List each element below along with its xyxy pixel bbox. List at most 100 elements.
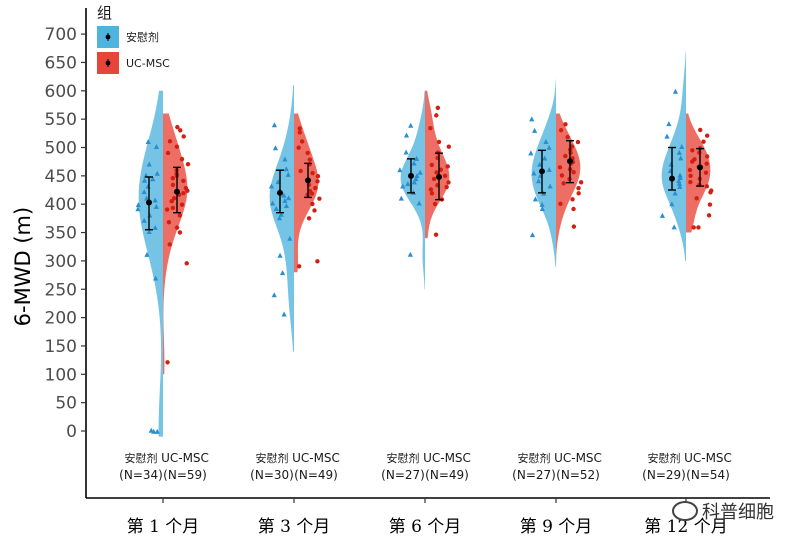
data-point-placebo — [676, 149, 682, 155]
data-point-placebo — [676, 178, 682, 184]
data-point-placebo — [546, 166, 552, 172]
data-point-ucmsc — [177, 230, 183, 235]
data-point-ucmsc — [575, 139, 581, 145]
mean-point — [567, 158, 573, 165]
y-tick-label: 450 — [45, 167, 77, 187]
group-n-placebo: (N=27) — [381, 468, 425, 482]
data-point-placebo — [417, 169, 423, 175]
data-point-ucmsc — [691, 225, 696, 230]
data-point-ucmsc — [446, 180, 451, 185]
data-point-placebo — [282, 197, 288, 203]
data-point-ucmsc — [563, 153, 568, 159]
y-tick-label: 250 — [45, 280, 77, 300]
group-n-ucmsc: (N=49) — [425, 468, 469, 482]
data-point-ucmsc — [703, 170, 709, 175]
y-tick-label: 100 — [45, 365, 77, 385]
data-point-placebo — [146, 229, 152, 235]
data-point-ucmsc — [433, 232, 439, 237]
y-tick-label: 650 — [45, 53, 77, 73]
data-point-ucmsc — [177, 213, 183, 218]
data-point-placebo — [152, 197, 158, 203]
data-point-ucmsc — [434, 170, 439, 175]
data-point-placebo — [408, 122, 414, 128]
wechat-icon — [672, 501, 698, 521]
data-point-ucmsc — [701, 139, 706, 144]
data-point-ucmsc — [296, 264, 302, 269]
data-point-ucmsc — [184, 261, 189, 266]
x-tick-label: 第 1 个月 — [127, 517, 200, 537]
data-point-ucmsc — [315, 174, 321, 179]
data-point-placebo — [403, 149, 409, 155]
data-point-placebo — [413, 155, 420, 161]
data-point-ucmsc — [185, 161, 191, 167]
data-point-ucmsc — [704, 133, 710, 138]
group-n-ucmsc: (N=54) — [686, 468, 730, 482]
data-point-placebo — [270, 200, 276, 206]
data-point-ucmsc — [171, 196, 177, 201]
data-point-ucmsc — [165, 360, 170, 365]
data-point-placebo — [153, 143, 160, 149]
data-point-placebo — [278, 211, 284, 217]
data-point-placebo — [529, 232, 536, 238]
data-point-ucmsc — [167, 139, 173, 144]
data-point-ucmsc — [306, 216, 312, 221]
violin-ucmsc-2 — [425, 90, 450, 239]
data-point-ucmsc — [434, 113, 439, 118]
data-point-ucmsc — [181, 134, 186, 139]
data-point-placebo — [546, 144, 552, 150]
data-point-ucmsc — [565, 134, 570, 140]
x-tick-label: 第 3 个月 — [258, 517, 331, 537]
data-point-ucmsc — [432, 201, 438, 207]
data-point-placebo — [400, 183, 406, 189]
data-point-ucmsc — [570, 197, 575, 202]
data-point-ucmsc — [558, 127, 564, 133]
data-point-placebo — [153, 275, 159, 281]
data-point-ucmsc — [576, 191, 581, 196]
data-point-placebo — [676, 181, 683, 187]
data-point-placebo — [537, 161, 543, 167]
data-point-placebo — [281, 311, 287, 317]
data-point-placebo — [403, 132, 410, 138]
data-point-placebo — [531, 170, 537, 176]
group-label-ucmsc: UC-MSC — [554, 451, 602, 465]
data-point-placebo — [287, 235, 293, 241]
data-point-ucmsc — [704, 154, 710, 159]
data-point-placebo — [277, 252, 283, 258]
data-point-placebo — [543, 139, 549, 145]
mean-point — [146, 199, 152, 206]
data-point-ucmsc — [571, 224, 577, 229]
data-point-placebo — [144, 251, 150, 257]
data-point-ucmsc — [175, 124, 180, 130]
y-tick-label: 400 — [45, 195, 77, 215]
data-point-ucmsc — [428, 125, 433, 131]
data-point-ucmsc — [697, 150, 702, 155]
violin-ucmsc-0 — [163, 113, 188, 375]
data-point-placebo — [532, 127, 538, 133]
data-point-placebo — [152, 224, 158, 230]
data-point-ucmsc — [704, 184, 710, 189]
data-point-placebo — [539, 201, 545, 207]
data-point-ucmsc — [170, 182, 176, 188]
data-point-placebo — [677, 184, 683, 190]
data-point-placebo — [141, 177, 148, 183]
data-point-ucmsc — [578, 180, 584, 185]
data-point-placebo — [666, 121, 672, 127]
data-point-placebo — [279, 270, 286, 276]
data-point-ucmsc — [563, 122, 568, 127]
data-point-ucmsc — [312, 208, 317, 213]
data-point-ucmsc — [435, 105, 441, 111]
data-point-placebo — [285, 195, 292, 201]
data-point-placebo — [398, 195, 404, 201]
data-point-placebo — [677, 172, 683, 178]
data-point-ucmsc — [708, 190, 713, 195]
data-point-ucmsc — [307, 157, 313, 162]
data-point-ucmsc — [313, 185, 318, 191]
data-point-placebo — [679, 143, 685, 149]
group-label-ucmsc: UC-MSC — [292, 451, 340, 465]
data-point-ucmsc — [170, 205, 176, 211]
data-point-ucmsc — [429, 191, 435, 196]
data-point-ucmsc — [706, 213, 712, 218]
data-point-placebo — [276, 215, 283, 221]
data-point-ucmsc — [167, 242, 172, 247]
